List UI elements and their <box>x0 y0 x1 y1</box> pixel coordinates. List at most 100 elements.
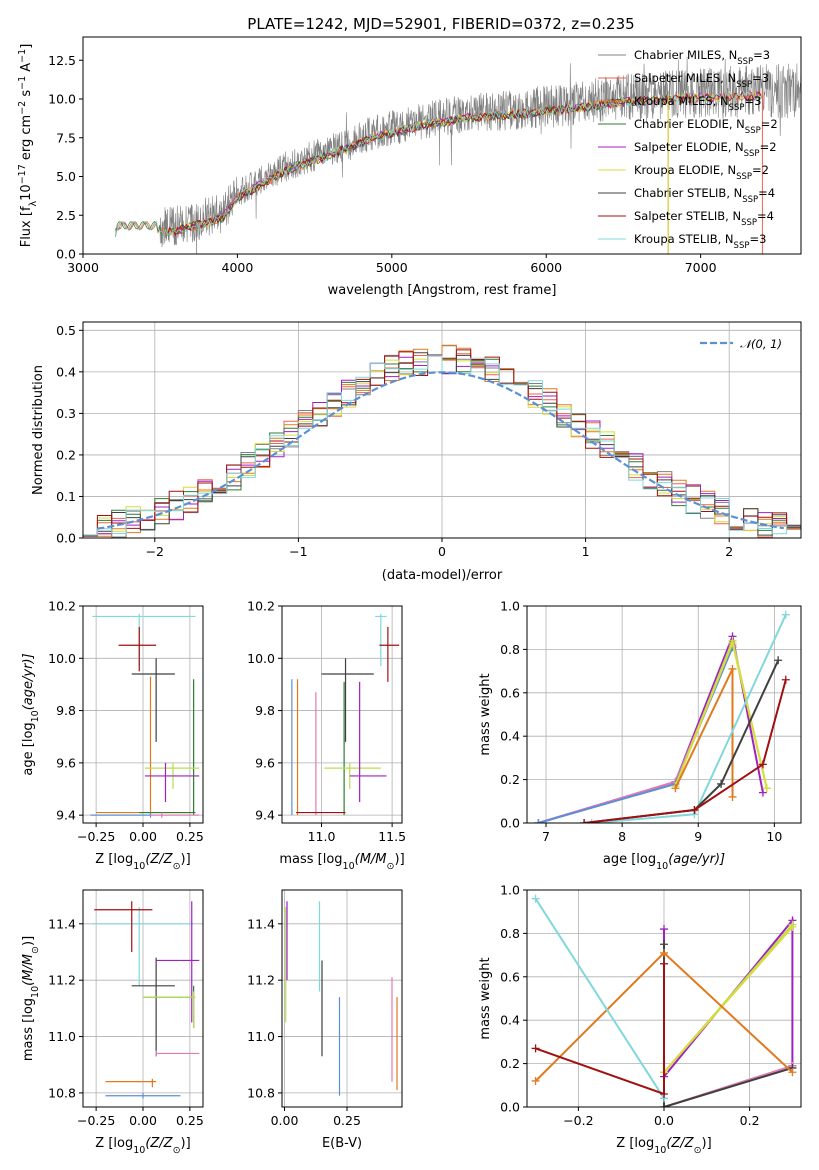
x-tick-label: −0.25 <box>77 1113 115 1128</box>
y-tick-label: 11.2 <box>247 973 275 988</box>
mass-weight-marker <box>758 788 767 797</box>
x-tick-label: 3000 <box>67 260 99 275</box>
y-tick-label: 11.2 <box>48 973 76 988</box>
legend-sub: SSP <box>745 126 761 136</box>
y-tick-label: 0.3 <box>56 406 76 421</box>
mass-weight-marker <box>660 959 668 968</box>
mass-weight-marker <box>717 779 726 788</box>
legend-label: Salpeter MILES, N <box>634 71 736 85</box>
plot-area <box>115 56 801 254</box>
legend-label: Salpeter ELODIE, N <box>634 140 744 154</box>
legend-sub: SSP <box>736 172 752 182</box>
mass-weight-marker <box>587 819 596 823</box>
y-tick-label: 0.4 <box>500 1013 520 1028</box>
legend-entry: Salpeter MILES, NSSP=3 <box>634 71 769 90</box>
legend-tail: =3 <box>744 94 761 108</box>
label-part: )] <box>395 852 405 867</box>
mass-weight-marker <box>660 1089 668 1098</box>
legend-entry: Kroupa STELIB, NSSP=3 <box>634 232 766 251</box>
y-tick-label: 0.4 <box>56 364 76 379</box>
legend-label: Chabrier ELODIE, N <box>634 117 745 131</box>
y-tick-label: 12.5 <box>48 53 76 68</box>
y-tick-label: 0.6 <box>500 685 520 700</box>
spectrum-model-line <box>167 90 762 237</box>
x-tick-label: 0.0 <box>654 1113 674 1128</box>
label-part: (age/yr)] <box>668 852 725 867</box>
x-tick-label: 0.2 <box>740 1113 760 1128</box>
legend-label: Chabrier MILES, N <box>634 48 737 62</box>
label-part: Z [log <box>95 852 133 867</box>
label-part: (M/M <box>355 852 387 867</box>
axes-frame <box>281 605 403 824</box>
mass-weight-marker <box>580 819 589 823</box>
legend-sub: SSP <box>736 80 752 90</box>
y-tick-label: 0.8 <box>500 642 520 657</box>
label-part: ] <box>19 44 34 49</box>
y-tick-label: 1.0 <box>500 883 520 898</box>
y-axis-label: mass weight <box>478 673 493 755</box>
x-tick-label: 0.25 <box>333 1113 361 1128</box>
x-tick-label: 0.25 <box>176 829 204 844</box>
legend-sub: SSP <box>744 149 760 159</box>
label-part: )] <box>181 1136 191 1151</box>
y-tick-label: 9.6 <box>255 755 275 770</box>
x-tick-label: 0.00 <box>129 829 157 844</box>
y-tick-label: 0.6 <box>500 969 520 984</box>
axes-frame <box>281 889 403 1108</box>
mass-weight-line <box>583 659 780 823</box>
label-part: (Z/Z <box>666 1136 694 1151</box>
plot-area <box>291 613 400 816</box>
mass-weight-marker <box>728 792 737 801</box>
spectrum-data-line <box>115 56 801 254</box>
x-tick-label: 5000 <box>376 260 408 275</box>
y-tick-label: 0.2 <box>500 1056 520 1071</box>
label-part: (Z/Z <box>145 852 173 867</box>
label-part: Z [log <box>95 1136 133 1151</box>
mass-weight-line <box>538 632 764 823</box>
y-tick-label: 11.0 <box>48 1029 76 1044</box>
mass-weight-line <box>534 898 665 1102</box>
mass-weight-line <box>583 679 787 823</box>
legend-label: Kroupa MILES, N <box>634 94 729 108</box>
figure-title: PLATE=1242, MJD=52901, FIBERID=0372, z=0… <box>247 15 634 33</box>
y-tick-label: 9.6 <box>56 755 76 770</box>
plot-area <box>534 610 790 823</box>
y-tick-label: 11.4 <box>247 916 275 931</box>
label-part: Flux [f <box>19 206 34 247</box>
y-tick-label: 0.0 <box>56 247 76 262</box>
x-tick-label: 6000 <box>530 260 562 275</box>
label-part: −1 <box>17 76 28 90</box>
label-part: 10 <box>133 861 145 872</box>
y-tick-label: 1.0 <box>500 599 520 614</box>
y-tick-label: 0.0 <box>500 816 520 831</box>
mass-weight-line <box>535 963 665 1096</box>
x-tick-label: 0.25 <box>176 1113 204 1128</box>
x-tick-label: 0.00 <box>271 1113 299 1128</box>
y-tick-label: 10.0 <box>48 651 76 666</box>
x-tick-label: 0 <box>438 544 446 559</box>
y-tick-label: 0.0 <box>500 1100 520 1115</box>
legend-sub: SSP <box>741 218 757 228</box>
label-part: )] <box>21 936 36 946</box>
normal-curve <box>97 371 784 530</box>
mass-weight-marker <box>660 1103 668 1107</box>
x-tick-label: 7 <box>542 829 550 844</box>
legend-sub: SSP <box>737 57 753 67</box>
label-part: A <box>19 63 34 76</box>
legend-label: Kroupa STELIB, N <box>634 232 734 246</box>
legend-tail: =2 <box>760 140 777 154</box>
mass-weight-marker <box>531 1044 540 1053</box>
legend-sub: SSP <box>734 241 750 251</box>
mass-weight-marker <box>534 819 543 823</box>
mass-weight-marker <box>728 638 737 647</box>
legend-sub: SSP <box>729 103 745 113</box>
mass-weight-marker <box>774 656 783 665</box>
spectrum-model-line <box>167 94 669 235</box>
x-axis-label: Z [log10(Z/Z⊙)] <box>95 852 190 872</box>
x-tick-label: 11.0 <box>308 829 336 844</box>
plot-area <box>90 613 200 818</box>
histogram-step-line <box>83 355 801 536</box>
x-tick-label: −1 <box>289 544 307 559</box>
